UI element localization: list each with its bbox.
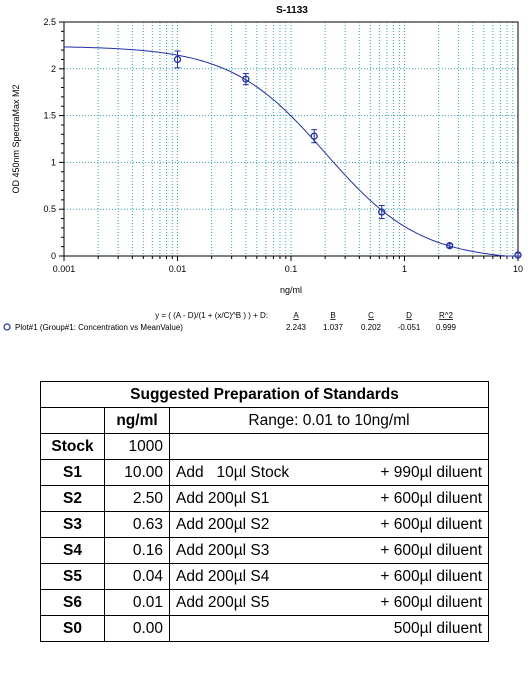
diluent-volume: + 600µl diluent (380, 593, 482, 611)
standard-label: S2 (40, 485, 105, 512)
standard-concentration: 10.00 (104, 459, 170, 486)
fit-parameter-name: A (293, 311, 299, 320)
chart-grid (64, 22, 518, 256)
table-row: S5 0.04 Add 200µl S4 + 600µl diluent (40, 563, 489, 590)
fit-parameter-value: 2.243 (286, 323, 307, 332)
fit-parameter-value: 0.202 (361, 323, 382, 332)
fit-parameter-value: 1.037 (323, 323, 344, 332)
add-volume: Add 200µl S3 (176, 541, 270, 559)
fit-parameter-name: B (330, 311, 335, 320)
fit-equation: y = ( (A - D)/(1 + (x/C)^B ) ) + D: (155, 311, 268, 320)
legend-entry: Plot#1 (Group#1: Concentration vs MeanVa… (15, 323, 183, 332)
table-row: S2 2.50 Add 200µl S1 + 600µl diluent (40, 485, 489, 512)
diluent-volume: + 600µl diluent (380, 515, 482, 533)
preparation-instruction: Add 10µl Stock + 990µl diluent (169, 459, 489, 486)
fit-parameter-names: A B C D R^2 (293, 311, 453, 320)
standard-label: S5 (40, 563, 105, 590)
table-row: S4 0.16 Add 200µl S3 + 600µl diluent (40, 537, 489, 564)
diluent-volume: + 600µl diluent (380, 567, 482, 585)
standard-concentration: 2.50 (104, 485, 170, 512)
diluent-volume: + 600µl diluent (380, 541, 482, 559)
standard-concentration: 0.01 (104, 589, 170, 616)
preparation-instruction: Add 200µl S2 + 600µl diluent (169, 511, 489, 538)
x-axis-label: ng/ml (280, 285, 302, 295)
table-row: S1 10.00 Add 10µl Stock + 990µl diluent (40, 459, 489, 486)
label-header (40, 407, 105, 434)
fit-parameter-values: 2.243 1.037 0.202 -0.051 0.999 (286, 323, 457, 332)
x-tick-label: 0.001 (53, 264, 76, 274)
data-point (378, 208, 386, 216)
standards-table: Suggested Preparation of Standards ng/ml… (40, 381, 489, 642)
fit-parameter-name: R^2 (439, 311, 454, 320)
table-row: S6 0.01 Add 200µl S5 + 600µl diluent (40, 589, 489, 616)
standard-label: S0 (40, 615, 105, 642)
standard-concentration: 0.16 (104, 537, 170, 564)
y-tick-label: 1.5 (43, 111, 56, 121)
standard-label: Stock (40, 433, 105, 460)
standards-body: Stock 1000 S1 10.00 Add 10µl Stock + 990µl di… (40, 433, 489, 642)
diluent-volume: + 990µl diluent (380, 463, 482, 481)
y-tick-label: 0 (51, 251, 56, 261)
table-row: S0 0.00 500µl diluent (40, 615, 489, 642)
table-row: Stock 1000 (40, 433, 489, 460)
add-volume: Add 200µl S5 (176, 593, 270, 611)
x-tick-label: 0.1 (285, 264, 298, 274)
fit-parameter-value: 0.999 (436, 323, 457, 332)
x-tick-labels: 0.001 0.01 0.1 1 10 (53, 264, 523, 274)
standard-concentration: 1000 (104, 433, 170, 460)
fit-parameter-name: D (406, 311, 412, 320)
add-volume: Add 10µl Stock (176, 463, 290, 481)
y-tick-label: 2 (51, 64, 56, 74)
data-point (173, 55, 182, 64)
standard-concentration: 0.00 (104, 615, 170, 642)
add-volume: Add 200µl S2 (176, 515, 270, 533)
standard-label: S4 (40, 537, 105, 564)
axis-ticks (59, 21, 519, 261)
standard-concentration: 0.04 (104, 563, 170, 590)
table-title-row: Suggested Preparation of Standards (40, 381, 489, 408)
preparation-instruction: 500µl diluent (169, 615, 489, 642)
data-points (173, 50, 522, 259)
table-row: S3 0.63 Add 200µl S2 + 600µl diluent (40, 511, 489, 538)
fit-parameter-name: C (368, 311, 374, 320)
fit-curve (63, 46, 518, 257)
legend-marker (3, 323, 11, 331)
x-tick-label: 0.01 (169, 264, 187, 274)
preparation-instruction (169, 433, 489, 460)
standard-concentration: 0.63 (104, 511, 170, 538)
preparation-instruction: Add 200µl S4 + 600µl diluent (169, 563, 489, 590)
y-tick-labels: 0 0.5 1 1.5 2 2.5 (43, 17, 56, 261)
table-header-row: ng/ml Range: 0.01 to 10ng/ml (40, 407, 489, 434)
y-tick-label: 0.5 (43, 204, 56, 214)
preparation-instruction: Add 200µl S5 + 600µl diluent (169, 589, 489, 616)
data-point (514, 251, 522, 259)
standard-label: S6 (40, 589, 105, 616)
x-tick-label: 10 (513, 264, 523, 274)
table-title: Suggested Preparation of Standards (40, 381, 489, 408)
data-point (310, 132, 318, 140)
diluent-volume: 500µl diluent (393, 619, 482, 637)
diluent-volume: + 600µl diluent (380, 489, 482, 507)
data-point (446, 242, 454, 250)
y-tick-label: 2.5 (43, 17, 56, 27)
standard-label: S3 (40, 511, 105, 538)
x-tick-label: 1 (402, 264, 407, 274)
y-tick-label: 1 (51, 157, 56, 167)
unit-header: ng/ml (104, 407, 170, 434)
range-header: Range: 0.01 to 10ng/ml (169, 407, 489, 434)
fit-parameter-value: -0.051 (398, 323, 421, 332)
preparation-instruction: Add 200µl S1 + 600µl diluent (169, 485, 489, 512)
dose-response-chart: S-1133 0 0.5 1 1.5 2 2.5 0.001 0.01 0.1 1 10 OD 4… (3, 5, 523, 332)
standard-label: S1 (40, 459, 105, 486)
preparation-instruction: Add 200µl S3 + 600µl diluent (169, 537, 489, 564)
add-volume: Add 200µl S1 (176, 489, 270, 507)
y-axis-label: OD 450nm SpectraMax M2 (11, 84, 21, 193)
add-volume: Add 200µl S4 (176, 567, 270, 585)
chart-title: S-1133 (276, 5, 308, 16)
data-point (242, 75, 250, 83)
